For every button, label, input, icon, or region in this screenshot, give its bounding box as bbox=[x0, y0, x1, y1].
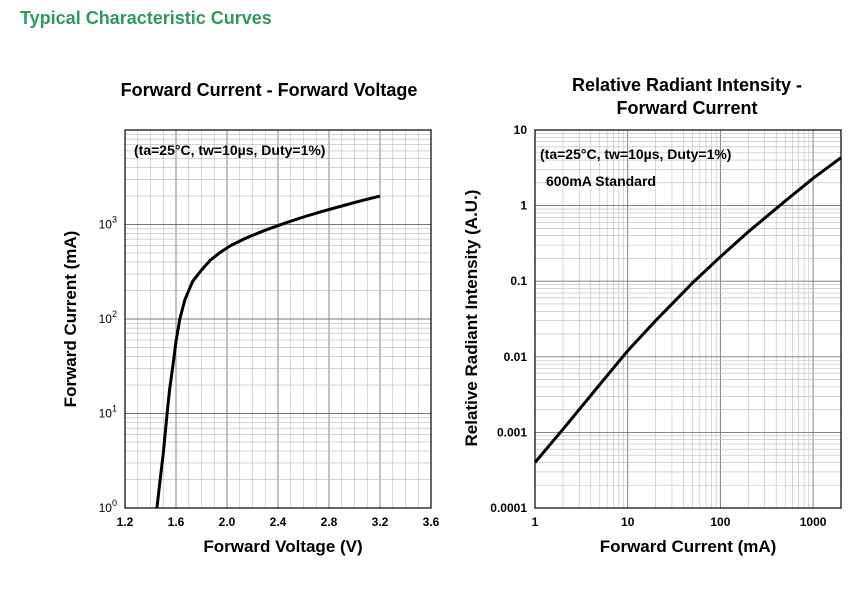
chart1-ytick-label: 101 bbox=[99, 404, 117, 421]
chart2-ytick-label: 0.1 bbox=[510, 274, 527, 288]
chart1-title: Forward Current - Forward Voltage bbox=[121, 80, 418, 100]
chart2-xtick-label: 100 bbox=[710, 515, 730, 529]
chart1-xtick-label: 3.6 bbox=[423, 515, 440, 529]
chart1-ylabel: Forward Current (mA) bbox=[61, 231, 80, 408]
chart1-series-line bbox=[155, 194, 381, 509]
chart2-ylabel: Relative Radiant Intensity (A.U.) bbox=[462, 190, 481, 447]
chart2-ytick-label: 0.001 bbox=[497, 425, 527, 439]
chart1-xtick-label: 1.2 bbox=[117, 515, 134, 529]
chart1-xtick-label: 2.0 bbox=[219, 515, 236, 529]
chart2-xtick-label: 1 bbox=[532, 515, 539, 529]
chart1-xtick-label: 2.4 bbox=[270, 515, 287, 529]
chart2-xlabel: Forward Current (mA) bbox=[600, 537, 777, 556]
chart2-ytick-label: 1 bbox=[520, 199, 527, 213]
chart2-ytick-label: 10 bbox=[514, 123, 528, 137]
chart2-annotation-standard: 600mA Standard bbox=[546, 173, 656, 189]
chart1-xlabel: Forward Voltage (V) bbox=[203, 537, 362, 556]
chart2-series-line bbox=[533, 156, 842, 464]
chart1-xtick-label: 1.6 bbox=[168, 515, 185, 529]
chart1-ytick-label: 102 bbox=[99, 309, 117, 326]
chart2-ytick-label: 0.0001 bbox=[490, 501, 527, 515]
chart1-xtick-label: 2.8 bbox=[321, 515, 338, 529]
chart1-annotation: (ta=25°C, tw=10µs, Duty=1%) bbox=[134, 142, 325, 158]
chart1-plot-frame bbox=[124, 129, 432, 509]
chart2-annotation: (ta=25°C, tw=10µs, Duty=1%) bbox=[540, 146, 731, 162]
section-title: Typical Characteristic Curves bbox=[20, 8, 272, 28]
chart1-xtick-label: 3.2 bbox=[372, 515, 389, 529]
chart2-title-line1: Relative Radiant Intensity - bbox=[572, 75, 802, 95]
chart1-ytick-label: 103 bbox=[99, 215, 117, 232]
chart2-xtick-label: 10 bbox=[621, 515, 635, 529]
chart2-plot-frame bbox=[534, 129, 842, 509]
chart2-xtick-label: 1000 bbox=[800, 515, 827, 529]
chart2-ytick-label: 0.01 bbox=[504, 350, 528, 364]
chart2-title-line2: Forward Current bbox=[616, 98, 757, 118]
chart1-ytick-label: 100 bbox=[99, 498, 117, 515]
